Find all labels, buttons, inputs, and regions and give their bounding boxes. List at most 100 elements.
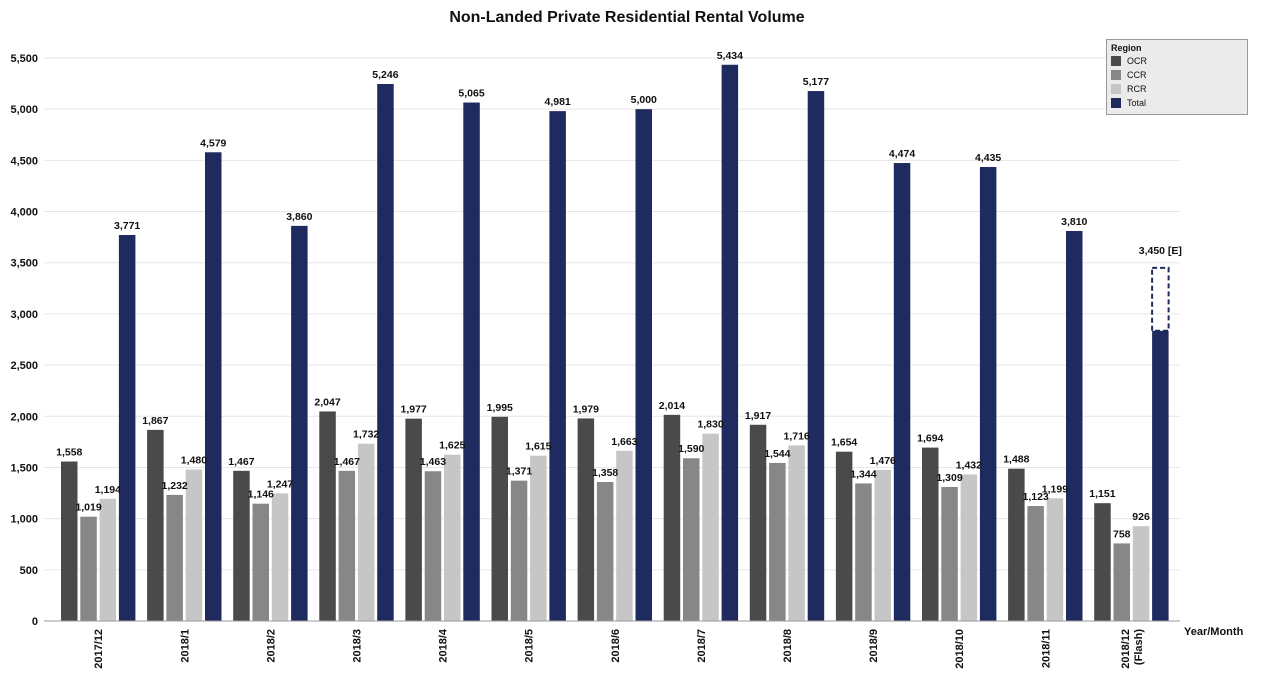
bar-ccr	[855, 483, 872, 621]
legend-item-ocr: OCR	[1111, 54, 1247, 68]
data-label: 1,476	[870, 455, 896, 467]
data-label: 1,480	[181, 455, 207, 467]
bar-rcr	[1132, 526, 1150, 621]
x-tick-label: 2018/11	[1040, 629, 1052, 668]
data-label: 1,371	[506, 466, 532, 478]
data-label: 1,488	[1003, 454, 1029, 466]
estimate-label: 3,450 [E]	[1139, 245, 1182, 257]
data-label: 1,732	[353, 429, 379, 441]
data-label: 1,019	[75, 502, 101, 514]
data-label: 4,579	[200, 137, 226, 149]
data-label: 4,435	[975, 152, 1001, 164]
legend-item-ccr: CCR	[1111, 68, 1247, 82]
y-tick-label: 4,000	[10, 207, 38, 219]
y-tick-label: 3,500	[10, 258, 38, 270]
bar-rcr	[616, 450, 633, 621]
bar-ccr	[166, 494, 183, 621]
data-label: 5,434	[717, 50, 743, 62]
legend-title: Region	[1111, 43, 1142, 53]
data-label: 1,151	[1089, 488, 1115, 500]
data-label: 1,867	[142, 415, 168, 427]
data-label: 5,246	[372, 69, 398, 81]
data-label: 1,463	[420, 456, 446, 468]
data-label: 1,654	[831, 437, 857, 449]
x-tick-label: 2018/3	[352, 629, 364, 663]
y-tick-label: 5,500	[10, 53, 38, 65]
bar-rcr	[444, 454, 461, 621]
legend-item-total: Total	[1111, 96, 1247, 110]
data-label: 2,014	[659, 400, 685, 412]
bar-total	[635, 109, 652, 621]
data-label: 1,663	[611, 436, 637, 448]
estimate-outline	[1151, 266, 1170, 332]
bar-ccr	[424, 471, 442, 621]
data-label: 1,146	[248, 489, 274, 501]
legend-label-rcr: RCR	[1127, 84, 1147, 94]
data-label: 1,432	[956, 459, 982, 471]
data-label: 1,544	[764, 448, 790, 460]
data-label: 1,979	[573, 403, 599, 415]
y-tick-label: 0	[32, 616, 38, 628]
bar-rcr	[788, 445, 805, 621]
bar-total	[549, 111, 566, 622]
legend-swatch-ocr	[1111, 56, 1121, 66]
bar-ccr	[338, 470, 356, 621]
legend-item-rcr: RCR	[1111, 82, 1247, 96]
data-label: 5,000	[631, 94, 657, 106]
data-label: 1,358	[592, 467, 618, 479]
y-axis-ticks: 0 500 1,000 1,500 2,000 2,500 3,000 3,500 4,000 4…	[10, 53, 38, 628]
y-tick-label: 500	[20, 565, 38, 577]
data-label: 1,625	[439, 440, 465, 452]
bar-total	[377, 84, 394, 621]
bar-total	[807, 91, 825, 621]
legend-label-ocr: OCR	[1127, 56, 1147, 66]
data-labels: 1,558 1,019 1,194 3,771 1,867 1,232 1,480 4,579…	[56, 50, 1182, 541]
data-label: 1,199	[1042, 483, 1068, 495]
x-axis-label: Year/Month	[1184, 626, 1244, 638]
x-axis-categories: 2017/12 2018/1 2018/2 2018/3 2018/4 2018/5 201…	[93, 628, 1145, 669]
bar-ccr	[683, 458, 700, 621]
legend-swatch-total	[1111, 98, 1121, 108]
x-tick-label: 2018/8	[782, 629, 794, 663]
y-tick-label: 5,000	[10, 104, 38, 116]
bar-total	[721, 64, 739, 622]
bars	[61, 64, 1170, 622]
bar-total	[1066, 230, 1083, 621]
bar-ocr	[663, 414, 681, 621]
bar-ccr	[1027, 506, 1044, 621]
y-tick-label: 1,000	[10, 514, 38, 526]
data-label: 1,344	[850, 468, 876, 480]
legend-label-total: Total	[1127, 98, 1147, 108]
data-label: 5,065	[458, 88, 484, 100]
bar-rcr	[874, 469, 891, 621]
bar-rcr	[702, 433, 719, 621]
data-label: 3,860	[286, 211, 312, 223]
bar-ocr	[1094, 503, 1111, 621]
bar-total	[979, 167, 997, 621]
legend: Region OCR CCR RCR Total	[1106, 39, 1248, 115]
bar-ocr	[319, 411, 336, 621]
data-label: 758	[1113, 528, 1131, 540]
bar-rcr	[99, 498, 117, 621]
data-label: 1,247	[267, 478, 293, 490]
data-label: 1,995	[487, 402, 513, 414]
data-label: 1,467	[228, 456, 254, 468]
data-label: 1,977	[401, 404, 427, 416]
legend-label-ccr: CCR	[1127, 70, 1147, 80]
bar-ocr	[233, 470, 250, 621]
bar-rcr	[357, 443, 375, 621]
x-tick-label: 2018/10	[954, 629, 966, 669]
bar-total	[463, 102, 480, 621]
chart-title: Non-Landed Private Residential Rental Vo…	[449, 9, 804, 26]
bar-ocr	[491, 416, 508, 621]
data-label: 1,590	[678, 443, 704, 455]
bar-ccr	[252, 503, 269, 621]
x-tick-label: 2017/12	[93, 629, 105, 669]
bar-total	[291, 225, 308, 622]
bar-ccr	[769, 462, 786, 621]
y-tick-label: 2,500	[10, 360, 38, 372]
bar-ccr	[941, 487, 958, 621]
bar-ccr	[596, 481, 614, 621]
bar-ocr	[835, 451, 853, 621]
